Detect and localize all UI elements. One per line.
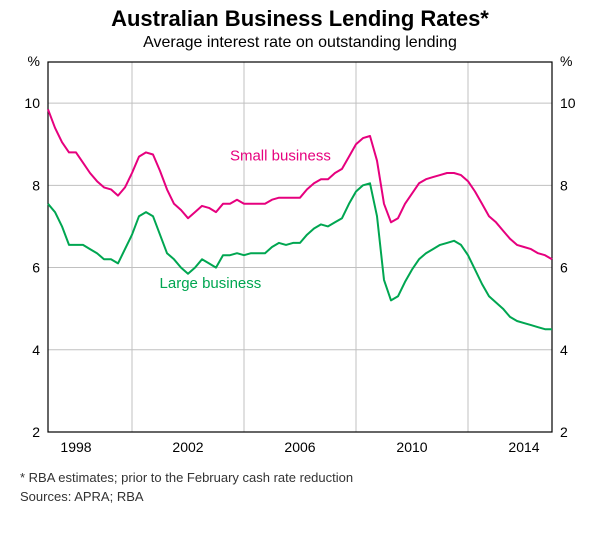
svg-text:2002: 2002: [172, 439, 203, 455]
svg-text:10: 10: [560, 95, 576, 111]
svg-text:1998: 1998: [60, 439, 91, 455]
sources: Sources: APRA; RBA: [0, 489, 600, 504]
chart-container: Australian Business Lending Rates* Avera…: [0, 0, 600, 550]
svg-text:%: %: [28, 53, 40, 69]
svg-text:2: 2: [32, 424, 40, 440]
svg-text:10: 10: [24, 95, 40, 111]
svg-text:2006: 2006: [284, 439, 315, 455]
chart-subtitle: Average interest rate on outstanding len…: [0, 34, 600, 52]
footnote: * RBA estimates; prior to the February c…: [0, 470, 600, 485]
svg-text:8: 8: [32, 177, 40, 193]
svg-text:Small business: Small business: [230, 148, 331, 165]
svg-text:Large business: Large business: [160, 275, 262, 292]
svg-text:4: 4: [560, 342, 568, 358]
svg-text:6: 6: [560, 260, 568, 276]
chart-title: Australian Business Lending Rates*: [0, 0, 600, 32]
svg-text:4: 4: [32, 342, 40, 358]
svg-text:2010: 2010: [396, 439, 427, 455]
svg-text:%: %: [560, 53, 572, 69]
svg-text:2: 2: [560, 424, 568, 440]
svg-text:6: 6: [32, 260, 40, 276]
line-chart: 2 2 4 4 6 6 8 8 10 10%% 1998 2002 2006 2010 2014 Small …: [0, 52, 600, 462]
svg-text:8: 8: [560, 177, 568, 193]
svg-text:2014: 2014: [508, 439, 539, 455]
